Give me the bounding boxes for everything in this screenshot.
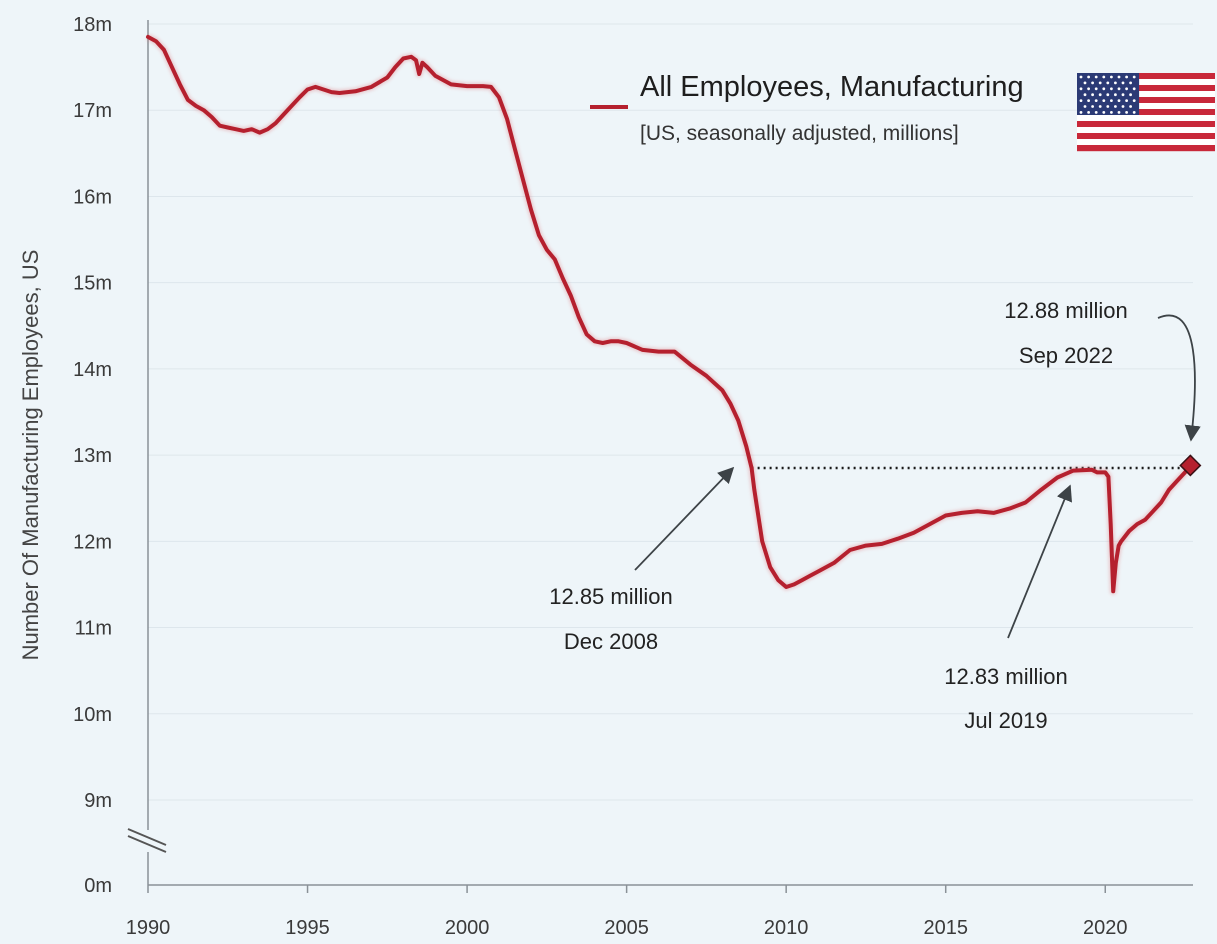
annotation-date: Dec 2008 [564, 629, 658, 654]
us-flag-icon [1077, 73, 1215, 152]
y-tick-label: 10m [73, 704, 112, 726]
y-tick-label: 17m [73, 100, 112, 122]
annotation-value: 12.83 million [944, 664, 1068, 689]
y-tick-label: 0m [84, 875, 112, 897]
x-tick-label: 1990 [126, 917, 171, 939]
y-tick-label: 13m [73, 445, 112, 467]
y-tick-label: 12m [73, 531, 112, 553]
tick-labels: 0m 9m 10m 11m 12m 13m 14m 15m 16m 17m 18m 1990 1995 2… [73, 14, 1127, 939]
series-line [146, 34, 1193, 594]
annotation-date: Sep 2022 [1019, 343, 1113, 368]
annotation: 12.83 million Jul 2019 [944, 484, 1072, 733]
highlight-point-marker [1179, 454, 1202, 477]
annotation-date: Jul 2019 [964, 708, 1047, 733]
y-tick-label: 15m [73, 273, 112, 295]
y-tick-label: 11m [75, 618, 112, 640]
x-tick-label: 2015 [923, 917, 968, 939]
y-axis-title: Number Of Manufacturing Employees, US [18, 250, 43, 661]
y-tick-label: 16m [73, 186, 112, 208]
axes [127, 20, 1193, 893]
x-tick-label: 1995 [285, 917, 330, 939]
axis-break-icon [127, 828, 167, 853]
annotation-value: 12.85 million [549, 584, 673, 609]
annotation-arrow [1007, 484, 1072, 639]
legend-title: All Employees, Manufacturing [640, 71, 1024, 103]
legend-subtitle: [US, seasonally adjusted, millions] [640, 122, 959, 145]
y-tick-label: 9m [84, 790, 112, 812]
legend: All Employees, Manufacturing [US, season… [590, 71, 1215, 152]
x-tick-label: 2005 [604, 917, 649, 939]
x-tick-label: 2000 [445, 917, 490, 939]
y-tick-label: 14m [73, 359, 112, 381]
x-tick-label: 2010 [764, 917, 809, 939]
annotation: 12.85 million Dec 2008 [549, 466, 735, 654]
annotation-arrow [1157, 314, 1201, 442]
gridlines [148, 23, 1193, 801]
annotation: 12.88 million Sep 2022 [1004, 298, 1201, 442]
series-group [146, 33, 1202, 595]
annotation-arrow [634, 466, 735, 571]
x-tick-label: 2020 [1083, 917, 1128, 939]
annotations-group: 12.85 million Dec 2008 12.83 million Jul 20… [549, 298, 1201, 733]
annotation-value: 12.88 million [1004, 298, 1128, 323]
y-tick-label: 18m [73, 14, 112, 36]
